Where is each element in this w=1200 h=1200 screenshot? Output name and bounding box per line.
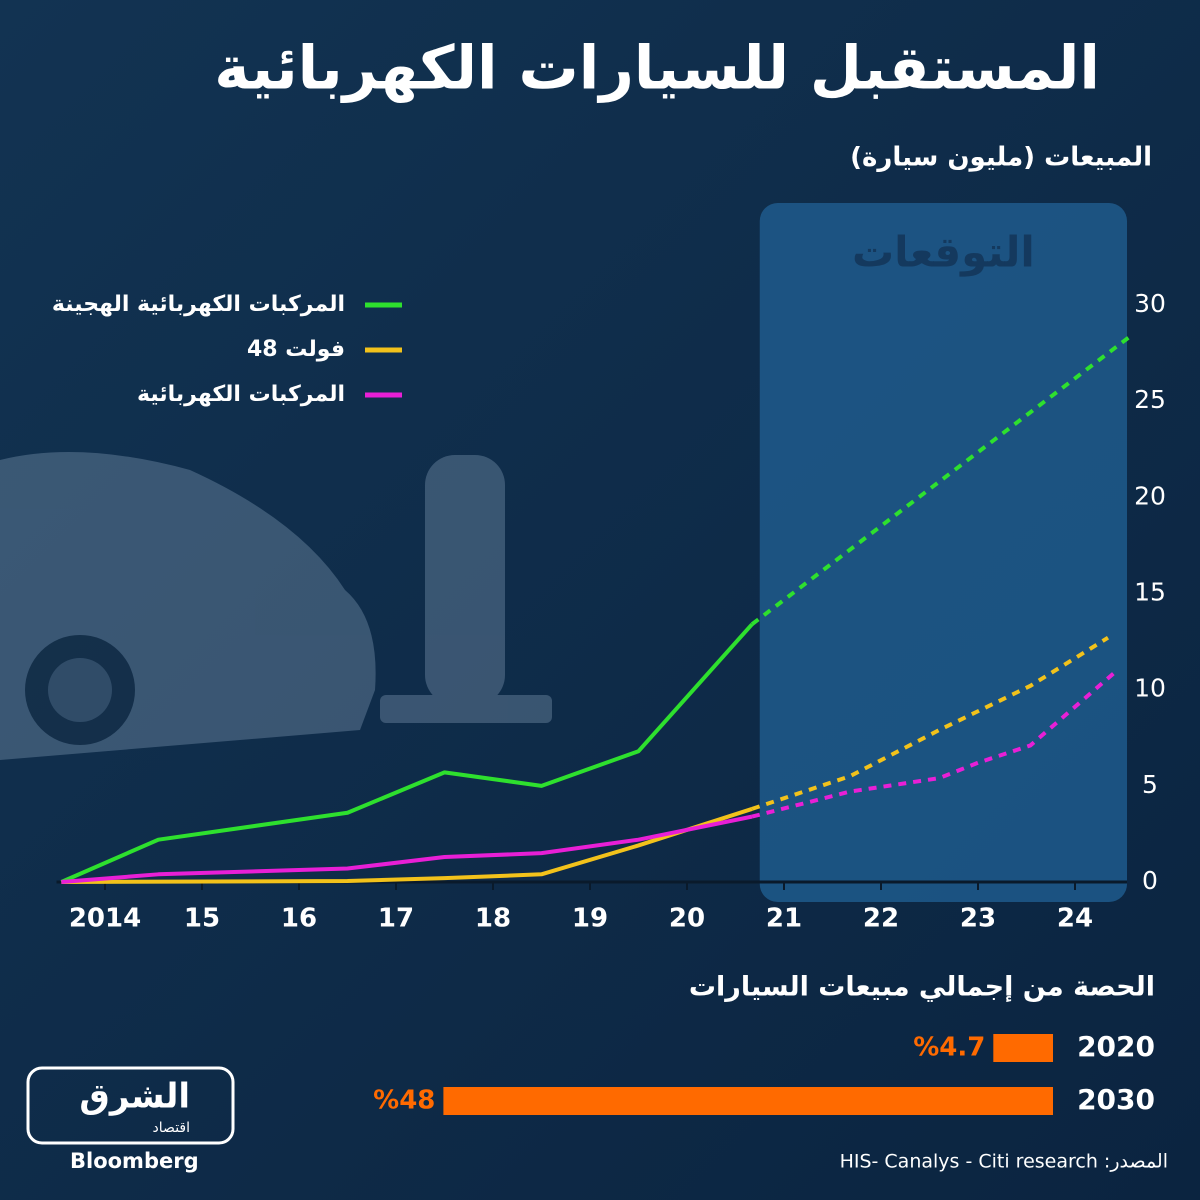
bar-category: 2030 — [1077, 1083, 1155, 1116]
x-tick-label: 16 — [281, 904, 317, 934]
forecast-label: التوقعات — [852, 228, 1035, 278]
logo-name: الشرق — [79, 1077, 190, 1117]
logo: الشرق اقتصاد Bloomberg — [26, 1066, 235, 1173]
title: المستقبل للسيارات الكهربائية — [214, 34, 1100, 104]
y-axis-label: المبيعات (مليون سيارة) — [850, 143, 1152, 173]
series-line — [61, 814, 753, 884]
car-illustration — [0, 452, 552, 760]
x-tick-label: 17 — [378, 904, 414, 934]
bar-chart-title: الحصة من إجمالي مبيعات السيارات — [689, 972, 1155, 1003]
y-tick-label: 20 — [1134, 481, 1166, 510]
logo-partner: Bloomberg — [70, 1149, 199, 1173]
legend-label: المركبات الكهربائية الهجينة — [52, 292, 345, 317]
y-tick-label: 0 — [1142, 866, 1158, 895]
logo-sub: اقتصاد — [153, 1120, 190, 1136]
bar-value-label: %4.7 — [913, 1033, 985, 1063]
bar-category: 2020 — [1077, 1030, 1155, 1063]
x-tick-label: 18 — [475, 904, 511, 934]
x-tick-label: 19 — [572, 904, 608, 934]
x-tick-label: 21 — [766, 904, 802, 934]
bar — [993, 1034, 1053, 1062]
y-tick-label: 25 — [1134, 385, 1166, 414]
x-tick-label: 23 — [960, 904, 996, 934]
legend-label: المركبات الكهربائية — [137, 382, 345, 407]
y-tick-label: 15 — [1134, 578, 1166, 607]
x-tick-label: 20 — [669, 904, 705, 934]
forecast-line — [750, 336, 1130, 626]
x-tick-label: 24 — [1057, 904, 1093, 934]
source: المصدر: HIS- Canalys - Citi research — [840, 1151, 1168, 1173]
x-tick-label: 2014 — [69, 904, 141, 934]
forecast-line — [751, 636, 1110, 811]
legend-label: 48 فولت — [247, 337, 345, 362]
bar — [443, 1087, 1053, 1115]
y-tick-label: 5 — [1142, 770, 1158, 799]
y-tick-label: 30 — [1134, 289, 1166, 318]
logo-frame — [26, 1066, 235, 1145]
x-tick-label: 15 — [184, 904, 220, 934]
bar-value-label: %48 — [373, 1086, 435, 1116]
forecast-line — [751, 670, 1117, 819]
line-chart: التوقعات 2014 15 16 17 18 19 20 21 22 23 24 0 5 10 15 20… — [52, 203, 1166, 934]
forecast-band — [759, 203, 1127, 902]
series-line — [61, 807, 753, 884]
bar-chart: 2020 %4.7 2030 %48 — [373, 1030, 1155, 1116]
series-line — [60, 622, 754, 884]
y-tick-label: 10 — [1134, 674, 1166, 703]
x-tick-label: 22 — [863, 904, 899, 934]
